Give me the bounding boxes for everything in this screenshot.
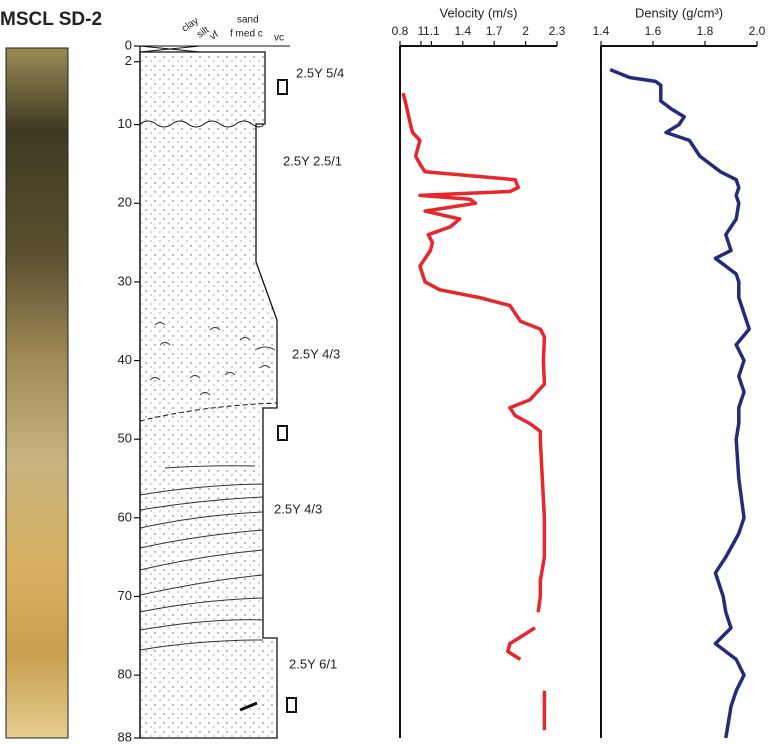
grain-label: f med c (230, 29, 263, 40)
x-tick-label: 1.8 (697, 24, 714, 38)
color-label: 2.5Y 2.5/1 (283, 153, 342, 168)
x-tick-label: 2.3 (549, 24, 566, 38)
grain-label: vf (208, 29, 221, 43)
data-line (401, 92, 547, 731)
y-tick-label: 10 (118, 116, 132, 131)
color-label: 2.5Y 4/3 (292, 346, 340, 361)
y-tick-label: 40 (118, 352, 132, 367)
grain-label: vc (274, 33, 284, 44)
lithology-column (139, 45, 297, 739)
x-tick-label: 1.6 (645, 24, 662, 38)
color-label: 2.5Y 6/1 (289, 656, 337, 671)
y-tick-label: 50 (118, 431, 132, 446)
y-tick-label: 20 (118, 195, 132, 210)
lithology-header: clay silt vf sand f med c vc (180, 15, 284, 44)
y-tick-label: 88 (118, 729, 132, 744)
x-tick-label: 1.7 (486, 24, 503, 38)
grain-label: sand (237, 15, 259, 26)
title: MSCL SD-2 (0, 9, 102, 30)
x-tick-label: 1.4 (454, 24, 471, 38)
x-tick-label: 1.1 (423, 24, 440, 38)
y-tick-label: 80 (118, 667, 132, 682)
y-tick-label: 0 (125, 37, 132, 52)
color-label: 2.5Y 4/3 (274, 501, 322, 516)
x-tick-label: 2.0 (749, 24, 766, 38)
x-tick-label: 1.4 (593, 24, 610, 38)
x-tick-label: 2 (522, 24, 529, 38)
chart-title: Density (g/cm³) (635, 5, 723, 20)
y-tick-label: 2 (125, 53, 132, 68)
y-tick-label: 30 (118, 273, 132, 288)
data-line (609, 67, 751, 739)
x-tick-label: 1 (418, 24, 425, 38)
x-tick-label: 0.8 (392, 24, 409, 38)
y-tick-label: 70 (118, 588, 132, 603)
core-photo (5, 47, 69, 739)
color-label: 2.5Y 5/4 (296, 65, 344, 80)
chart-title: Velocity (m/s) (439, 5, 517, 20)
y-tick-label: 60 (118, 509, 132, 524)
